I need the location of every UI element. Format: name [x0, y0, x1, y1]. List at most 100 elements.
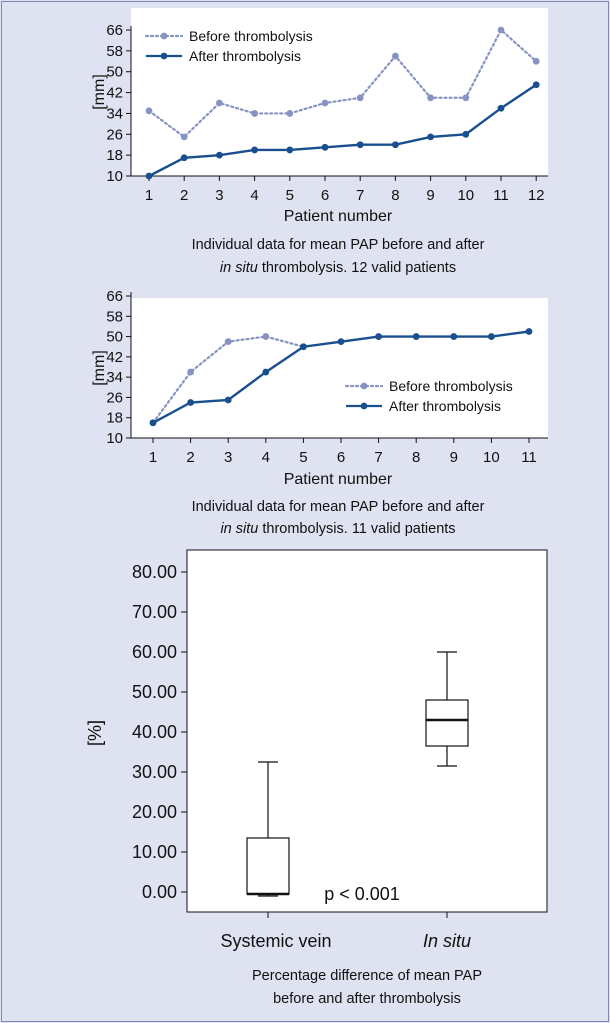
chart-2-caption-rest: thrombolysis. 11 valid patients: [258, 521, 455, 537]
chart-1-legend-label: Before thrombolysis: [189, 28, 313, 44]
chart-1-series-before-point: [462, 94, 470, 102]
chart-1-x-tick-label: 7: [356, 187, 364, 204]
chart-1-y-tick-label: 50: [106, 64, 123, 81]
chart-1-x-tick-label: 1: [145, 187, 153, 204]
chart-1-legend-swatch-marker: [160, 52, 168, 60]
chart-2-x-tick-label: 1: [149, 449, 157, 466]
chart-1-series-before-point: [145, 107, 153, 115]
chart-2-series-before-point: [262, 333, 270, 340]
chart-3-y-tick-label: 10.00: [132, 842, 177, 862]
chart-1-series-before-point: [356, 94, 364, 102]
chart-3-p-value: p < 0.001: [324, 884, 400, 904]
chart-1-y-tick-label: 26: [106, 126, 123, 143]
chart-3-category-in-situ: In situ: [423, 931, 471, 951]
chart-2-series-before-point: [224, 338, 232, 346]
chart-2-x-tick-label: 11: [521, 449, 537, 466]
chart-1-caption-line2: in situ thrombolysis. 12 valid patients: [220, 260, 456, 276]
chart-1-series-before-point: [216, 99, 223, 107]
chart-2-x-tick-label: 7: [374, 449, 382, 466]
chart-2-y-tick-label: 50: [106, 329, 123, 346]
chart-2-x-tick-label: 9: [450, 449, 458, 466]
chart-1-series-before-point: [180, 133, 188, 141]
chart-2-legend-swatch-marker: [360, 402, 368, 410]
chart-1-series-after-point: [321, 143, 329, 151]
chart-3-caption-line2: before and after thrombolysis: [273, 991, 461, 1007]
chart-1-series-before-point: [497, 26, 505, 34]
chart-1-y-tick-label: 58: [106, 43, 123, 60]
chart-2-x-tick-label: 6: [337, 449, 345, 466]
chart-2-series-after-point: [337, 338, 345, 346]
chart-1-x-tick-label: 9: [426, 187, 434, 204]
chart-1-series-after-point: [392, 141, 399, 149]
chart-2-y-tick-label: 58: [106, 308, 123, 325]
chart-3-y-tick-label: 80.00: [132, 562, 177, 582]
chart-2-series-after-point: [525, 328, 533, 335]
chart-3-y-tick-label: 50.00: [132, 682, 177, 702]
chart-1-series-after-line: [148, 83, 537, 178]
chart-1-plot-area: [131, 8, 548, 176]
chart-1-caption-italic: in situ: [220, 260, 258, 276]
chart-1-ylabel: [mm]: [91, 74, 108, 110]
chart-2-y-tick-label: 18: [106, 410, 123, 427]
chart-1-caption-line1: Individual data for mean PAP before and …: [192, 237, 485, 253]
chart-3-box-in-situ: [425, 699, 469, 747]
chart-2-x-tick-label: 5: [299, 449, 307, 466]
chart-1-series-before-point: [251, 110, 258, 117]
chart-2-legend-label: Before thrombolysis: [389, 378, 513, 394]
chart-3-y-tick-label: 40.00: [132, 722, 177, 742]
chart-3: 0.00 10.00 20.00 30.00 40.00 50.00 60.00 70.00 8…: [85, 549, 548, 1007]
chart-1-series-before-point: [286, 110, 294, 117]
chart-2-caption-line1: Individual data for mean PAP before and …: [192, 499, 485, 515]
chart-2-y-tick-label: 34: [106, 369, 123, 386]
chart-1-y-tick-label: 34: [106, 105, 123, 122]
chart-3-ylabel: [%]: [85, 720, 105, 746]
chart-1-series-after-point: [532, 81, 540, 89]
chart-3-box-systemic: [246, 837, 290, 895]
chart-2-series-after-point: [488, 333, 495, 340]
chart-3-y-tick-label: 60.00: [132, 642, 177, 662]
chart-1-x-tick-label: 4: [250, 187, 258, 204]
chart-1-series-after-point: [145, 172, 153, 180]
chart-1-legend-swatch-marker: [160, 32, 168, 40]
chart-2-series-after-point: [375, 333, 382, 340]
chart-1-x-tick-label: 5: [286, 187, 294, 204]
chart-3-caption-line1: Percentage difference of mean PAP: [252, 968, 482, 984]
chart-1-x-tick-label: 8: [391, 187, 399, 204]
chart-1-x-tick-label: 11: [493, 187, 509, 204]
chart-2-xlabel: Patient number: [284, 471, 393, 488]
chart-2-legend-swatch-marker: [360, 382, 368, 390]
chart-2-x-tick-label: 8: [412, 449, 420, 466]
chart-1-x-tick-label: 12: [528, 187, 545, 204]
chart-1-legend-label: After thrombolysis: [189, 48, 301, 64]
chart-2-y-tick-label: 42: [106, 349, 123, 366]
chart-2-series-after-point: [224, 396, 232, 404]
chart-2-series-after-point: [262, 368, 270, 376]
chart-1-x-tick-label: 2: [180, 187, 188, 204]
chart-3-y-tick-label: 30.00: [132, 762, 177, 782]
chart-1-series-after-point: [356, 141, 364, 149]
chart-2-caption-line2: in situ thrombolysis. 11 valid patients: [220, 521, 455, 537]
chart-3-category-systemic: Systemic vein: [220, 931, 331, 951]
chart-2-y-tick-label: 66: [106, 288, 123, 305]
chart-1-x-tick-label: 3: [215, 187, 223, 204]
chart-1-series-after-point: [216, 151, 223, 159]
chart-1-caption-rest: thrombolysis. 12 valid patients: [258, 260, 456, 276]
chart-1-series-after-point: [286, 146, 294, 154]
chart-1-y-tick-label: 10: [106, 168, 123, 185]
chart-2-x-tick-label: 4: [262, 449, 270, 466]
chart-1-series-before-point: [532, 57, 540, 65]
chart-1-series-before-line: [147, 28, 538, 139]
chart-1-x-tick-label: 6: [321, 187, 329, 204]
chart-1-series-before-point: [427, 94, 434, 102]
chart-1-series-after-point: [462, 130, 470, 138]
chart-2-caption-italic: in situ: [220, 521, 258, 537]
chart-2-x-tick-label: 3: [224, 449, 232, 466]
chart-2-x-tick-label: 10: [483, 449, 500, 466]
chart-2-series-after-point: [149, 419, 157, 427]
chart-2-y-tick-label: 10: [106, 430, 123, 447]
chart-1-series-after-point: [427, 133, 434, 141]
chart-2-legend-label: After thrombolysis: [389, 398, 501, 414]
chart-1-y-tick-label: 42: [106, 85, 123, 102]
